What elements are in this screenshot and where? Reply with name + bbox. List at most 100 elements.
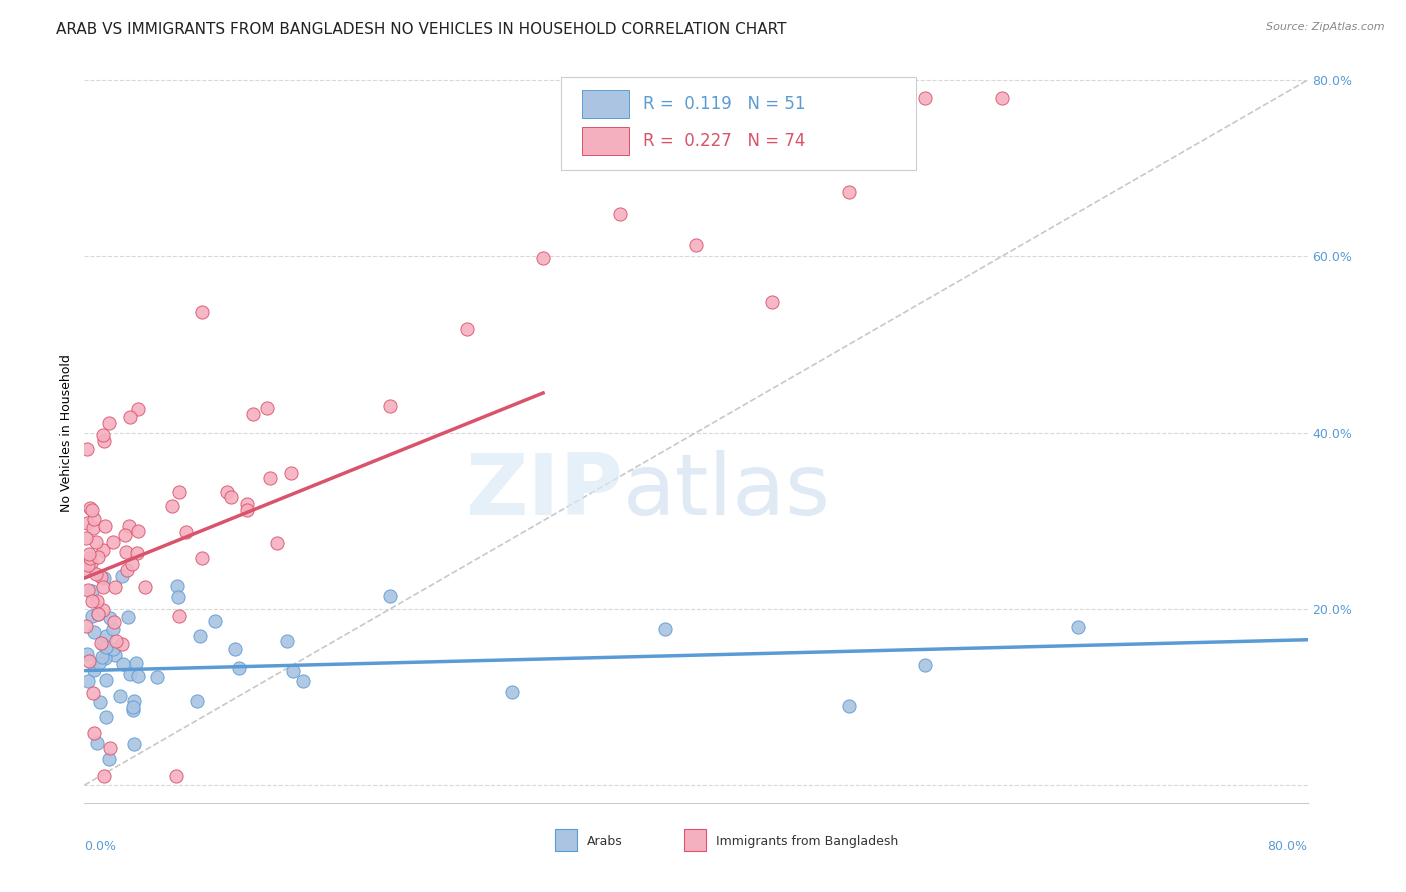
Text: atlas: atlas [623, 450, 831, 533]
Point [75, 531, 97, 545]
Point [103, 615, 125, 629]
Point [101, 534, 124, 549]
Point [118, 667, 141, 681]
Point [242, 407, 264, 421]
Point [93, 637, 115, 651]
Point [191, 551, 214, 566]
Point [217, 484, 239, 499]
Point [167, 485, 190, 500]
Point [914, 91, 936, 105]
Point [91, 543, 114, 558]
Point [191, 305, 214, 319]
Point [165, 769, 187, 783]
Point [100, 611, 122, 625]
Point [124, 737, 146, 751]
Point [228, 661, 250, 675]
Point [86, 594, 108, 608]
Text: 0.0%: 0.0% [84, 840, 117, 853]
Point [186, 694, 208, 708]
Point [127, 524, 149, 538]
Point [160, 499, 183, 513]
Point [80, 584, 103, 599]
Point [91, 603, 114, 617]
Point [77, 673, 100, 688]
Point [166, 579, 188, 593]
Point [94, 650, 117, 665]
Point [111, 657, 134, 671]
Point [96, 629, 118, 643]
Point [87, 607, 110, 621]
Point [291, 674, 314, 689]
Point [90, 636, 112, 650]
Point [76, 647, 98, 661]
Point [111, 637, 134, 651]
Point [502, 685, 524, 699]
Text: R =  0.119   N = 51: R = 0.119 N = 51 [644, 95, 806, 113]
Point [83, 663, 105, 677]
Point [204, 615, 226, 629]
Point [280, 467, 302, 481]
Point [276, 633, 298, 648]
Point [120, 410, 142, 425]
Point [94, 710, 117, 724]
Point [114, 528, 136, 542]
Point [256, 401, 278, 415]
Point [77, 654, 100, 668]
Point [90, 650, 112, 665]
Point [259, 470, 281, 484]
Point [77, 547, 100, 561]
Point [456, 322, 478, 336]
Point [110, 689, 132, 703]
Point [117, 610, 139, 624]
Text: R =  0.227   N = 74: R = 0.227 N = 74 [644, 132, 806, 150]
Point [104, 648, 127, 662]
Point [188, 629, 211, 643]
Point [93, 769, 115, 783]
Point [134, 580, 156, 594]
Point [380, 399, 402, 413]
Point [75, 564, 97, 578]
Point [82, 593, 104, 607]
Point [94, 519, 117, 533]
Point [93, 434, 115, 448]
Point [93, 571, 115, 585]
Point [167, 591, 190, 605]
FancyBboxPatch shape [561, 78, 917, 169]
Point [82, 521, 104, 535]
Point [609, 207, 631, 221]
Point [83, 512, 105, 526]
Point [122, 703, 145, 717]
Point [86, 607, 108, 622]
Point [122, 694, 145, 708]
Point [83, 726, 105, 740]
Point [685, 238, 707, 252]
Point [531, 251, 554, 265]
Point [103, 622, 125, 636]
Point [122, 700, 145, 714]
Point [80, 608, 103, 623]
Point [176, 524, 198, 539]
Point [115, 545, 138, 559]
Point [121, 558, 143, 572]
FancyBboxPatch shape [582, 90, 628, 118]
Point [167, 608, 190, 623]
Point [98, 741, 121, 756]
Point [79, 551, 101, 566]
Point [76, 442, 98, 457]
Point [80, 556, 103, 570]
Point [266, 536, 288, 550]
Point [991, 91, 1014, 105]
Text: Immigrants from Bangladesh: Immigrants from Bangladesh [716, 835, 898, 847]
Point [89, 656, 111, 670]
Point [838, 185, 860, 199]
Point [105, 634, 128, 648]
Point [84, 566, 107, 581]
Point [90, 569, 112, 583]
FancyBboxPatch shape [683, 829, 706, 851]
Point [75, 619, 97, 633]
Point [380, 589, 402, 603]
Point [1067, 620, 1090, 634]
Point [236, 496, 259, 510]
FancyBboxPatch shape [582, 127, 628, 155]
Point [87, 550, 110, 565]
